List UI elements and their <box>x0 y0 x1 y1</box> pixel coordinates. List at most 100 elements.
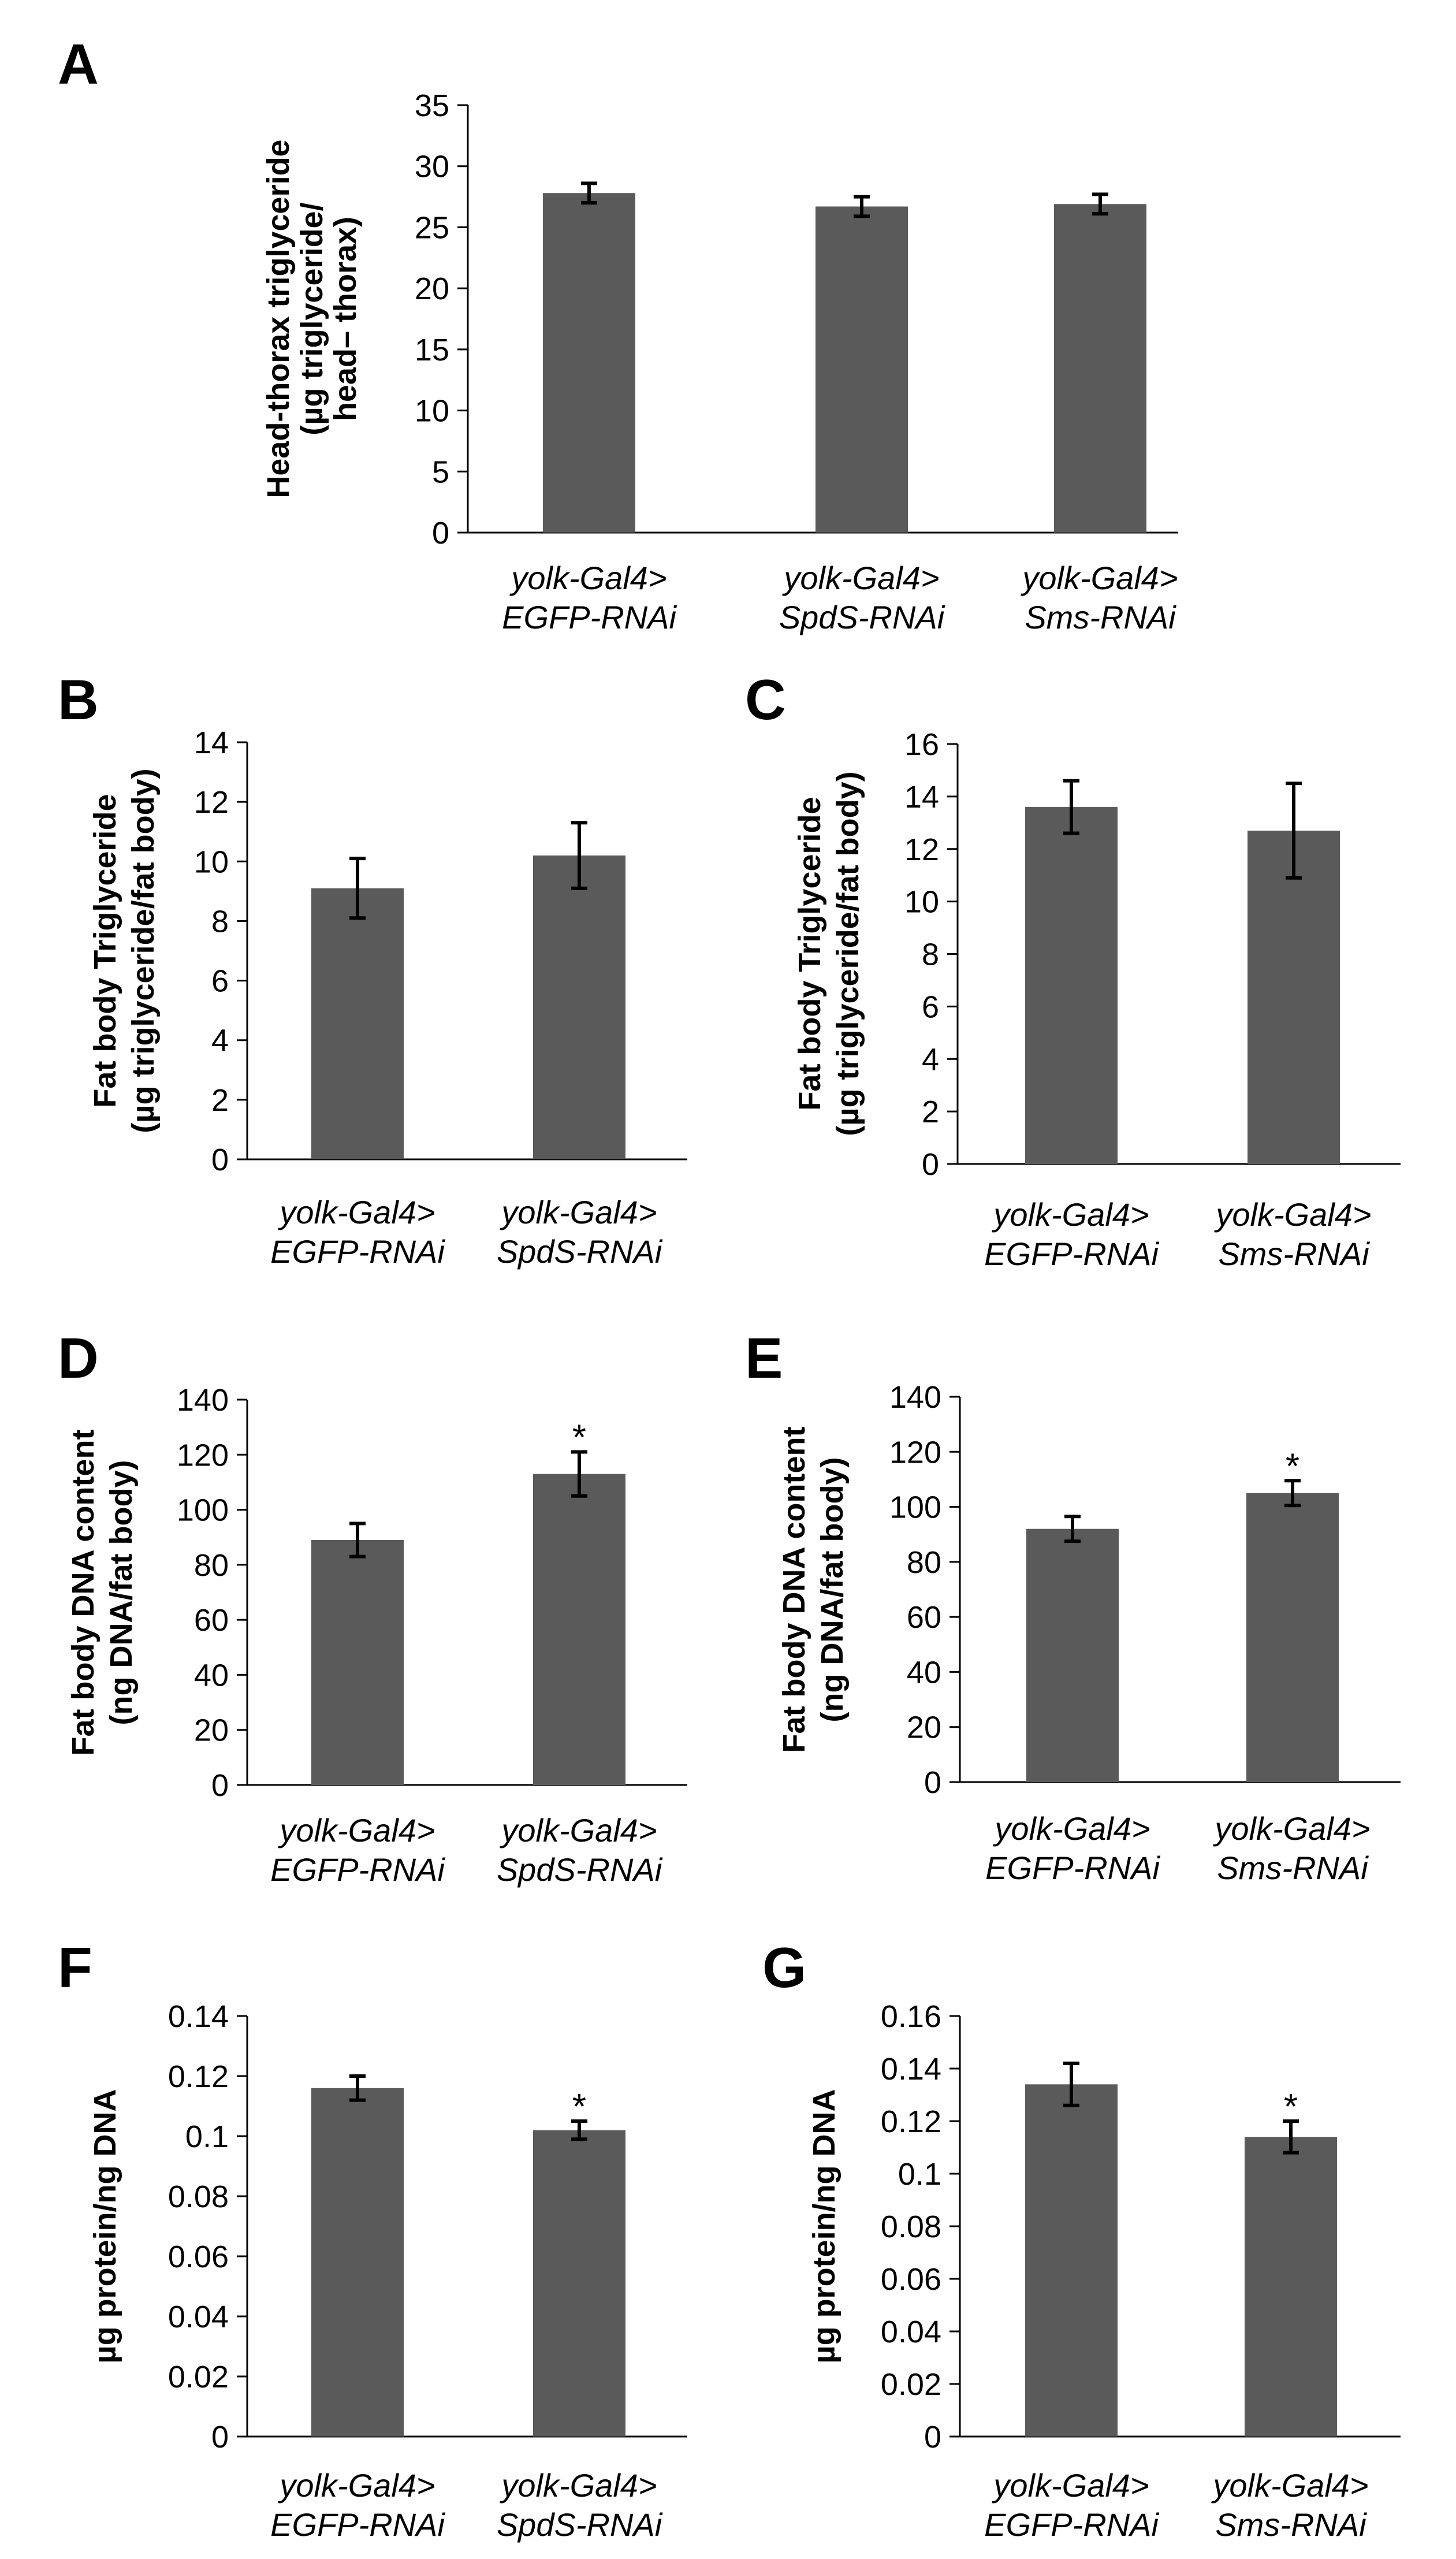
panel-a: A 0 5 10 15 20 25 30 35 Head-thorax triglyceride(… <box>58 32 1178 635</box>
panel-label: F <box>58 1936 92 1999</box>
y-axis-title: µg protein/ng DNA <box>88 2089 122 2363</box>
y-axis-title-line: head– thorax) <box>328 217 363 421</box>
bar <box>533 1474 625 1785</box>
y-tick-label: 6 <box>211 964 229 999</box>
category-label-line: Sms-RNAi <box>1025 599 1176 635</box>
y-tick-label: 10 <box>415 394 449 429</box>
bar <box>815 206 908 533</box>
category-label: yolk-Gal4> EGFP-RNAi <box>985 1810 1160 1886</box>
category-label-line: SpdS-RNAi <box>779 599 945 635</box>
y-tick-label: 0.16 <box>881 1999 941 2034</box>
y-tick-label: 0.02 <box>881 2367 941 2402</box>
category-label: yolk-Gal4> Sms-RNAi <box>1213 1196 1371 1272</box>
category-label: yolk-Gal4> Sms-RNAi <box>1020 560 1178 635</box>
category-label-line: SpdS-RNAi <box>497 2506 663 2543</box>
category-label: yolk-Gal4> SpdS-RNAi <box>497 2467 663 2543</box>
y-tick-label: 0.06 <box>881 2262 941 2297</box>
y-tick-label: 6 <box>922 990 939 1024</box>
bar <box>533 855 625 1159</box>
category-label-line: Sms-RNAi <box>1218 1236 1370 1272</box>
category-label-line: yolk-Gal4> <box>277 2467 435 2504</box>
y-tick-label: 0.1 <box>898 2157 941 2192</box>
y-tick-label: 100 <box>177 1493 229 1528</box>
category-label-line: yolk-Gal4> <box>499 1812 657 1848</box>
panel-g: G 0 0.02 0.04 0.06 0.08 0.1 0.12 0.14 0.16 µg prot… <box>762 1936 1401 2543</box>
bar <box>1025 2084 1118 2437</box>
y-axis-title: Fat body Triglyceride (µg triglyceride/fa… <box>88 768 161 1133</box>
bar <box>1026 1528 1119 1782</box>
y-tick-label: 140 <box>177 1383 229 1418</box>
y-tick-label: 120 <box>889 1435 941 1470</box>
y-tick-label: 16 <box>904 727 939 762</box>
bar <box>311 888 404 1159</box>
panel-label: B <box>58 668 99 731</box>
y-tick-label: 0.04 <box>168 2300 229 2334</box>
y-axis-title-line: (ng DNA/fat body) <box>815 1457 850 1723</box>
category-label-line: EGFP-RNAi <box>502 599 677 635</box>
panel-label: E <box>745 1326 783 1390</box>
panel-label: C <box>745 668 786 731</box>
y-tick-label: 40 <box>194 1658 229 1693</box>
y-axis-title-line: Fat body Triglyceride <box>792 797 827 1110</box>
y-axis-title: µg protein/ng DNA <box>807 2089 841 2363</box>
y-axis-title-line: (µg triglyceride/fat body) <box>831 771 865 1136</box>
y-tick-label: 35 <box>415 88 449 123</box>
y-axis-title: Fat body DNA content (ng DNA/fat body) <box>777 1427 850 1753</box>
y-tick-label: 80 <box>194 1548 229 1583</box>
y-tick-label: 0.04 <box>881 2315 941 2349</box>
bar <box>1054 204 1146 533</box>
panel-label: A <box>58 32 99 96</box>
y-tick-label: 20 <box>415 271 449 306</box>
y-tick-label: 10 <box>194 845 229 879</box>
y-tick-label: 60 <box>907 1600 941 1635</box>
panel-label: D <box>58 1326 99 1390</box>
category-label-line: yolk-Gal4> <box>509 560 666 596</box>
y-tick-label: 60 <box>194 1603 229 1638</box>
panel-f: F 0 0.02 0.04 0.06 0.08 0.1 0.12 0.14 µg protein/… <box>58 1936 687 2543</box>
bar <box>1245 2137 1337 2437</box>
category-label-line: yolk-Gal4> <box>499 1194 657 1230</box>
category-label-line: EGFP-RNAi <box>984 2506 1159 2543</box>
panel-e: E 0 20 40 60 80 100 120 140 Fat body DNA content(… <box>745 1326 1401 1886</box>
category-label-line: yolk-Gal4> <box>277 1812 435 1848</box>
y-tick-label: 0 <box>924 2420 941 2454</box>
category-label-line: yolk-Gal4> <box>499 2467 657 2504</box>
bar <box>1025 807 1118 1164</box>
y-tick-label: 0.12 <box>881 2104 941 2139</box>
category-label-line: SpdS-RNAi <box>497 1851 663 1888</box>
category-label-line: yolk-Gal4> <box>277 1194 435 1230</box>
category-label-line: EGFP-RNAi <box>270 2506 445 2543</box>
y-tick-label: 0.02 <box>168 2360 229 2394</box>
category-label-line: yolk-Gal4> <box>991 1196 1149 1233</box>
y-tick-label: 12 <box>904 832 939 867</box>
y-axis-title: Fat body Triglyceride (µg triglyceride/fa… <box>792 771 865 1136</box>
y-tick-label: 0 <box>211 1143 229 1177</box>
y-tick-label: 2 <box>211 1083 229 1118</box>
y-tick-label: 30 <box>415 150 449 184</box>
y-tick-label: 0 <box>922 1147 939 1182</box>
y-tick-label: 0.12 <box>168 2059 229 2094</box>
y-tick-label: 25 <box>415 210 449 245</box>
y-tick-label: 5 <box>432 455 449 489</box>
y-tick-label: 0.14 <box>168 1999 229 2034</box>
panel-label: G <box>762 1936 806 1999</box>
y-tick-label: 120 <box>177 1438 229 1472</box>
category-label: yolk-Gal4> EGFP-RNAi <box>502 560 677 635</box>
y-tick-label: 0.14 <box>881 2052 941 2086</box>
y-axis-title: Fat body DNA content (ng DNA/fat body) <box>66 1430 139 1756</box>
y-tick-label: 80 <box>907 1545 941 1580</box>
panel-b: B 0 2 4 6 8 10 12 14 Fat body Triglyceride (µg tri… <box>58 668 687 1270</box>
y-tick-label: 20 <box>907 1710 941 1745</box>
bar <box>543 193 635 533</box>
bar <box>1248 830 1340 1164</box>
y-tick-label: 40 <box>907 1655 941 1690</box>
y-tick-label: 8 <box>211 904 229 939</box>
y-tick-label: 8 <box>922 938 939 972</box>
significance-star: * <box>1284 2087 1298 2127</box>
y-tick-label: 0 <box>924 1765 941 1800</box>
y-axis-title-line: (µg triglyceride/ <box>295 202 329 435</box>
panel-d: D 0 20 40 60 80 100 120 140 Fat body DNA content(… <box>58 1326 687 1888</box>
category-label: yolk-Gal4> EGFP-RNAi <box>984 2467 1159 2543</box>
y-tick-label: 4 <box>922 1042 939 1077</box>
